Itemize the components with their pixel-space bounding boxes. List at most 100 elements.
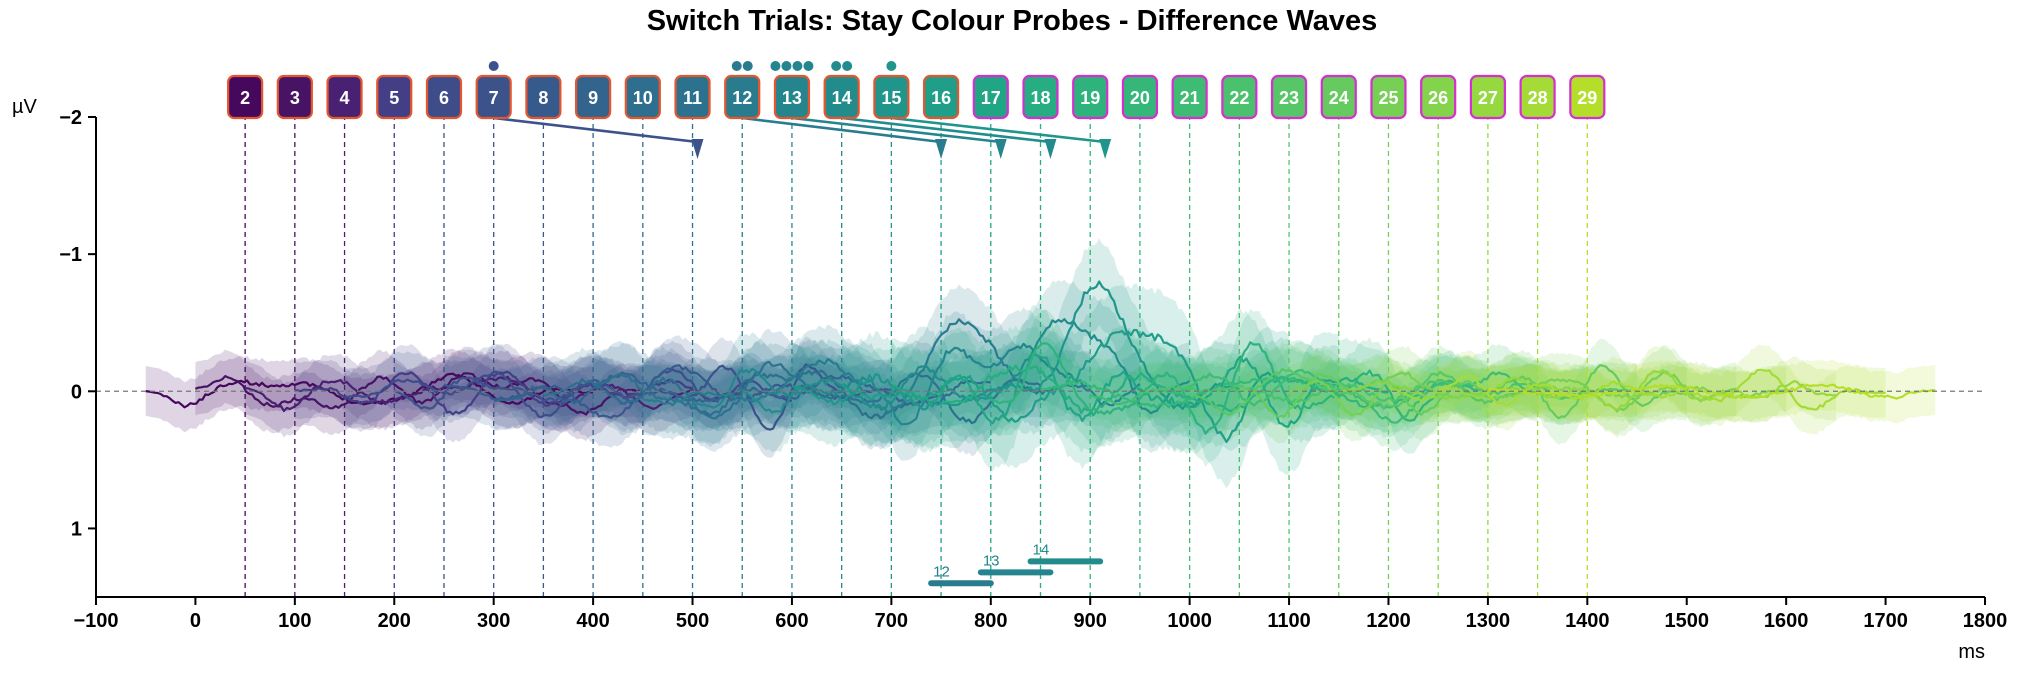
probe-label: 22 [1229, 88, 1249, 108]
probe-label: 9 [588, 88, 598, 108]
probe-label: 19 [1080, 88, 1100, 108]
probe-label-box: 28 [1519, 74, 1556, 120]
probe-label-box: 22 [1221, 74, 1258, 120]
probe-box [1270, 74, 1308, 120]
chart-title: Switch Trials: Stay Colour Probes - Diff… [647, 5, 1378, 37]
probe-box [1420, 74, 1457, 120]
arrow-head [691, 139, 704, 159]
error-band [493, 342, 942, 434]
probe-label-box: 7 [475, 61, 512, 120]
probe-label-box: 2 [227, 74, 264, 120]
probe-label-box: 17 [972, 74, 1009, 120]
x-tick-label: 600 [775, 610, 808, 632]
probe-label-box: 21 [1171, 74, 1208, 120]
probe-box [1072, 74, 1109, 120]
probe-label-box: 24 [1320, 74, 1357, 120]
probe-label-box: 8 [525, 74, 562, 120]
x-tick-label: 1300 [1466, 610, 1511, 632]
waveform-layer [145, 280, 1936, 444]
probe-label-box: 29 [1569, 74, 1606, 120]
significance-dot [731, 61, 742, 71]
probe-label-box: 10 [624, 74, 661, 120]
probe-label: 14 [832, 88, 852, 108]
waveform-line [493, 371, 942, 406]
error-band [145, 348, 594, 433]
waveform-line [691, 342, 1141, 426]
arrow-line [891, 116, 1106, 144]
x-tick-label: 800 [974, 610, 1007, 632]
probe-label: 2 [240, 88, 250, 108]
probe-label: 11 [683, 88, 702, 108]
x-tick-label: 1000 [1167, 610, 1212, 632]
x-tick-label: −100 [73, 610, 118, 632]
waveform-line [194, 372, 644, 416]
probe-label: 25 [1378, 88, 1398, 108]
probe-label-box: 27 [1469, 74, 1506, 120]
waveform-line [145, 372, 594, 409]
x-axis-unit-label: ms [1958, 641, 1985, 663]
arrow-layer [493, 116, 1112, 159]
probe-box [972, 74, 1009, 120]
probe-label-box: 20 [1121, 74, 1159, 120]
x-tick-label: 1200 [1366, 610, 1411, 632]
probe-label: 29 [1577, 88, 1597, 108]
probe-box [1121, 74, 1159, 120]
x-tick-label: 1500 [1664, 610, 1709, 632]
probe-label-box: 9 [575, 74, 612, 120]
probe-label-box: 6 [425, 74, 463, 120]
probe-label: 18 [1030, 88, 1050, 108]
probe-box [475, 74, 512, 120]
probe-box [922, 74, 960, 120]
waveform-line [990, 341, 1440, 435]
error-band [245, 350, 693, 438]
y-tick-label: −2 [59, 107, 82, 129]
significance-bar-label: 14 [1033, 541, 1050, 558]
error-band [990, 309, 1439, 467]
error-band [742, 279, 1190, 453]
significance-dot [886, 61, 897, 71]
probe-label-box: 25 [1370, 74, 1407, 120]
significance-dot [792, 61, 803, 71]
probe-label-box: 23 [1270, 74, 1308, 120]
x-tick-label: 500 [676, 610, 709, 632]
x-tick-label: 1600 [1764, 610, 1809, 632]
probe-label-box: 16 [922, 74, 960, 120]
arrow-head [994, 139, 1007, 159]
probe-labels: 2 3 4 5 6 7 8 9 10 11 12 13 14 15 16 17 18 19 20 21 22 23 24 25… [227, 61, 1606, 120]
probe-box [1221, 74, 1258, 120]
probe-box [873, 74, 910, 120]
probe-box [1569, 74, 1606, 120]
probe-label: 17 [981, 88, 1001, 108]
waveform-line [592, 360, 1042, 425]
probe-label: 13 [782, 88, 802, 108]
significance-dot [770, 61, 781, 71]
waveform-line [294, 370, 743, 416]
probe-label: 21 [1180, 88, 1200, 108]
probe-label: 10 [633, 88, 653, 108]
probe-box [376, 74, 413, 120]
arrow-head [935, 139, 948, 159]
probe-onset-lines [244, 97, 1588, 597]
waveform-line [1139, 378, 1588, 404]
axes: −100 0 100 200 300 400 500 600 700 800 900 1000 1100… [59, 107, 2007, 632]
probe-label: 27 [1478, 88, 1498, 108]
significance-dot [831, 61, 842, 71]
probe-label: 6 [439, 88, 449, 108]
probe-label-box: 4 [326, 74, 363, 120]
probe-box [227, 74, 264, 120]
probe-box [575, 74, 612, 120]
significance-dot [781, 61, 792, 71]
probe-box [674, 74, 711, 120]
probe-box [326, 74, 363, 120]
significance-dot [842, 61, 853, 71]
probe-label-box: 18 [1022, 74, 1059, 120]
probe-box [1519, 74, 1556, 120]
x-tick-label: 0 [190, 610, 201, 632]
significance-bar-label: 12 [933, 563, 950, 580]
significance-dot [803, 61, 814, 71]
significance-bars: 12 13 14 [928, 541, 1104, 587]
probe-label: 12 [732, 88, 752, 108]
x-tick-label: 200 [378, 610, 411, 632]
probe-label-box: 13 [770, 61, 814, 120]
y-tick-label: 0 [71, 381, 82, 403]
